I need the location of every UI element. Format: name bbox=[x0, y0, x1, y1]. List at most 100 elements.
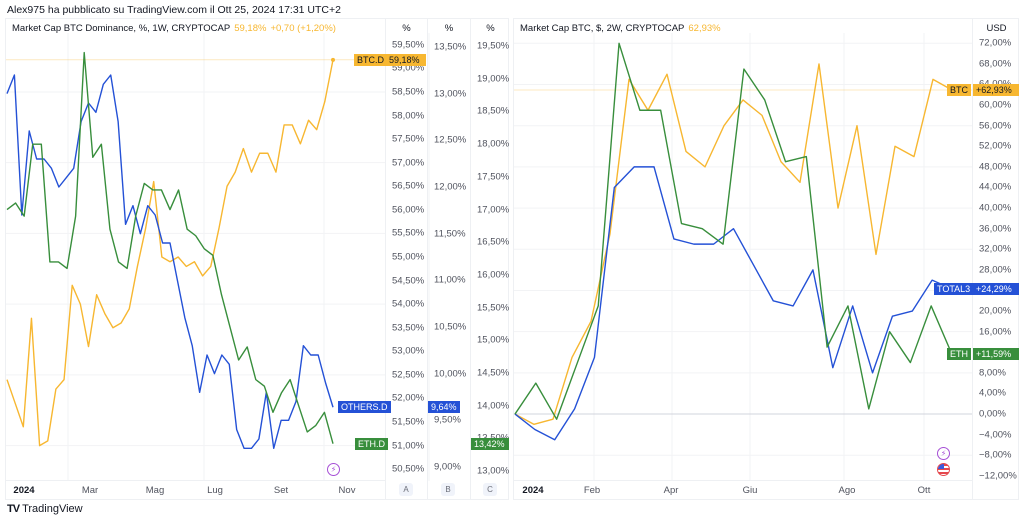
series-tag-others-d: OTHERS.D bbox=[338, 401, 391, 414]
axis-usd-tick-label: 8,00% bbox=[979, 367, 1006, 379]
axis-c-header: % bbox=[486, 23, 495, 34]
axis-a-tick-label: 56,50% bbox=[392, 180, 425, 192]
axis-usd-tick-label: 40,00% bbox=[979, 202, 1012, 214]
axis-a-tick-label: 52,00% bbox=[392, 392, 425, 404]
right-legend: Market Cap BTC, $, 2W, CRYPTOCAP 62,93% bbox=[520, 23, 721, 34]
x-tick-label: Ott bbox=[917, 485, 931, 496]
axis-usd-tick-label: 28,00% bbox=[979, 264, 1012, 276]
x-tick-label: 2024 bbox=[522, 485, 544, 496]
last-point-marker bbox=[331, 57, 335, 62]
axis-usd-tick-label: 4,00% bbox=[979, 387, 1006, 399]
axis-a-tick-label: 59,50% bbox=[392, 39, 425, 51]
left-plot-area[interactable] bbox=[6, 19, 510, 501]
publisher-line: Alex975 ha pubblicato su TradingView.com… bbox=[7, 4, 341, 16]
series-line-eth bbox=[514, 42, 953, 420]
x-tick-label: 2024 bbox=[13, 485, 35, 496]
last-value-tag-eth: +11,59% bbox=[973, 348, 1019, 361]
axis-c-tick-label: 16,00% bbox=[477, 269, 510, 281]
footer-brand-text: TradingView bbox=[22, 503, 83, 515]
axis-a-tick-label: 53,50% bbox=[392, 322, 425, 334]
axis-usd-tick-label: 68,00% bbox=[979, 58, 1012, 70]
price-axis-a[interactable]: % 59,50% 59,00% 58,50% 58,00% 57,50% 57,00% 56… bbox=[385, 19, 427, 499]
x-tick-label: Mar bbox=[81, 485, 99, 496]
x-tick-label: Giu bbox=[742, 485, 758, 496]
x-tick-label: Set bbox=[273, 485, 289, 496]
last-value-tag-total3: +24,29% bbox=[973, 282, 1019, 295]
axis-c-button[interactable]: C bbox=[483, 483, 497, 496]
axis-a-tick-label: 50,50% bbox=[392, 463, 425, 475]
axis-a-tick-label: 55,00% bbox=[392, 251, 425, 263]
axis-usd-tick-label: 20,00% bbox=[979, 305, 1012, 317]
axis-usd-tick-label: 56,00% bbox=[979, 120, 1012, 132]
footer-brand[interactable]: TV TradingView bbox=[7, 503, 83, 515]
series-line-eth-d bbox=[6, 51, 334, 444]
right-time-axis[interactable]: 2024 Feb Apr Giu Ago Ott bbox=[514, 480, 972, 499]
axis-c-tick-label: 19,50% bbox=[477, 40, 510, 52]
price-axis-c[interactable]: % 19,50% 19,00% 18,50% 18,00% 17,50% 17,00% 16… bbox=[470, 19, 510, 499]
axis-b-tick-label: 12,00% bbox=[434, 181, 467, 193]
axis-c-tick-label: 16,50% bbox=[477, 236, 510, 248]
axis-usd-tick-label: −4,00% bbox=[979, 429, 1012, 441]
last-value-tag-others-d: 9,64% bbox=[428, 401, 460, 414]
left-legend-value: 59,18% bbox=[234, 23, 267, 34]
axis-c-tick-label: 15,00% bbox=[477, 334, 510, 346]
axis-b-tick-label: 13,50% bbox=[434, 41, 467, 53]
axis-usd-tick-label: 36,00% bbox=[979, 223, 1012, 235]
axis-c-tick-label: 18,00% bbox=[477, 138, 510, 150]
series-tag-btc: BTC bbox=[947, 84, 971, 96]
x-tick-label: Lug bbox=[207, 485, 223, 496]
x-tick-label: Apr bbox=[663, 485, 679, 496]
series-line-total3 bbox=[514, 166, 953, 441]
axis-usd-tick-label: 52,00% bbox=[979, 140, 1012, 152]
axis-a-tick-label: 51,50% bbox=[392, 416, 425, 428]
last-value-tag-eth-d: 13,42% bbox=[471, 437, 509, 450]
axis-a-button[interactable]: A bbox=[399, 483, 413, 496]
right-legend-title: Market Cap BTC, $, 2W, CRYPTOCAP bbox=[520, 23, 685, 34]
axis-b-tick-label: 9,50% bbox=[434, 414, 461, 426]
series-line-btc bbox=[514, 63, 953, 426]
axis-a-tick-label: 54,00% bbox=[392, 298, 425, 310]
x-tick-label: Nov bbox=[338, 485, 356, 496]
axis-a-tick-label: 58,50% bbox=[392, 86, 425, 98]
tradingview-logo-icon: TV bbox=[7, 503, 20, 515]
x-tick-label: Ago bbox=[838, 485, 856, 496]
last-value-tag-btc-d: 59,18% bbox=[386, 53, 426, 66]
axis-a-tick-label: 57,50% bbox=[392, 133, 425, 145]
left-time-axis[interactable]: 2024 Mar Mag Lug Set Nov bbox=[6, 480, 385, 499]
last-value-tag-btc: +62,93% bbox=[973, 84, 1019, 96]
axis-c-tick-label: 14,00% bbox=[477, 400, 510, 412]
series-tag-btc-d: BTC.D bbox=[354, 53, 387, 66]
axis-b-tick-label: 9,00% bbox=[434, 461, 461, 473]
series-line-btc-d bbox=[6, 59, 334, 447]
left-legend-title: Market Cap BTC Dominance, %, 1W, CRYPTOC… bbox=[12, 23, 231, 34]
axis-a-header: % bbox=[402, 23, 411, 34]
axis-usd-tick-label: 60,00% bbox=[979, 99, 1012, 111]
axis-usd-tick-label: 32,00% bbox=[979, 243, 1012, 255]
axis-a-tick-label: 57,00% bbox=[392, 157, 425, 169]
axis-usd-tick-label: 16,00% bbox=[979, 326, 1012, 338]
btc-market-cap-chart[interactable]: Market Cap BTC, $, 2W, CRYPTOCAP 62,93% U… bbox=[513, 18, 1019, 500]
left-legend: Market Cap BTC Dominance, %, 1W, CRYPTOC… bbox=[12, 23, 336, 34]
axis-a-tick-label: 58,00% bbox=[392, 110, 425, 122]
series-tag-eth: ETH bbox=[947, 348, 971, 361]
us-flag-icon[interactable] bbox=[937, 463, 950, 476]
axis-a-tick-label: 54,50% bbox=[392, 275, 425, 287]
axis-a-tick-label: 56,00% bbox=[392, 204, 425, 216]
axis-b-button[interactable]: B bbox=[441, 483, 455, 496]
axis-c-tick-label: 18,50% bbox=[477, 105, 510, 117]
series-line-others-d bbox=[6, 74, 334, 450]
axis-c-tick-label: 15,50% bbox=[477, 302, 510, 314]
x-tick-label: Mag bbox=[145, 485, 165, 496]
axis-a-tick-label: 51,00% bbox=[392, 440, 425, 452]
axis-b-header: % bbox=[444, 23, 454, 34]
axis-a-tick-label: 55,50% bbox=[392, 227, 425, 239]
series-tag-total3: TOTAL3 bbox=[934, 282, 974, 295]
axis-a-tick-label: 52,50% bbox=[392, 369, 425, 381]
right-plot-area[interactable] bbox=[514, 19, 1020, 501]
axis-c-tick-label: 17,00% bbox=[477, 204, 510, 216]
lightning-icon[interactable]: ⚡ bbox=[327, 463, 340, 476]
lightning-icon[interactable]: ⚡ bbox=[937, 447, 950, 460]
btc-dominance-chart[interactable]: Market Cap BTC Dominance, %, 1W, CRYPTOC… bbox=[5, 18, 509, 500]
right-legend-value: 62,93% bbox=[688, 23, 721, 34]
price-axis-b[interactable]: % 13,50% 13,00% 12,50% 12,00% 11,50% 11,00% 10… bbox=[427, 19, 470, 499]
